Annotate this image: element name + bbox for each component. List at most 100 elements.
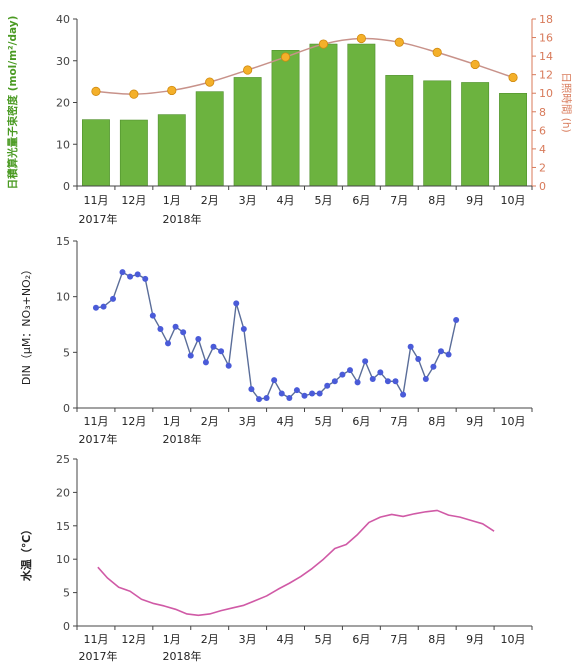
x-tick-label: 3月 bbox=[239, 633, 257, 646]
din-point-39 bbox=[392, 378, 399, 385]
left-axis-title: 日積算光量子束密度 (mol/m²/day) bbox=[6, 16, 19, 190]
x-tick-label: 9月 bbox=[466, 633, 484, 646]
left-tick-label: 10 bbox=[56, 553, 70, 566]
temp-axis-title: 水温（℃） bbox=[19, 524, 33, 581]
bar-4 bbox=[233, 77, 262, 187]
din-point-15 bbox=[210, 343, 217, 350]
x-tick-label: 2月 bbox=[201, 633, 219, 646]
left-tick-label: 30 bbox=[56, 55, 70, 68]
din-point-23 bbox=[271, 377, 278, 384]
right-tick-label: 2 bbox=[539, 161, 546, 174]
sunshine-point-4 bbox=[243, 65, 253, 75]
din-point-40 bbox=[400, 391, 407, 398]
din-point-5 bbox=[134, 271, 141, 278]
sunshine-point-5 bbox=[280, 52, 291, 62]
din-point-1 bbox=[100, 303, 107, 310]
din-point-11 bbox=[180, 329, 187, 336]
sunshine-point-0 bbox=[91, 86, 101, 96]
left-tick-label: 20 bbox=[56, 97, 70, 110]
x-tick-label: 12月 bbox=[121, 415, 146, 428]
bar-7 bbox=[347, 43, 376, 187]
din-point-44 bbox=[430, 363, 437, 370]
bar-11 bbox=[499, 93, 527, 187]
x-tick-label: 11月 bbox=[83, 633, 108, 646]
x-tick-label: 12月 bbox=[121, 194, 146, 207]
x-tick-label: 6月 bbox=[352, 633, 370, 646]
sunshine-point-1 bbox=[129, 89, 139, 99]
x-tick-label: 8月 bbox=[428, 194, 446, 207]
right-tick-label: 4 bbox=[539, 143, 546, 156]
sunshine-point-2 bbox=[167, 85, 177, 96]
year-label-2018: 2018年 bbox=[163, 649, 202, 663]
bar-10 bbox=[461, 82, 490, 187]
din-point-8 bbox=[157, 325, 164, 332]
x-tick-label: 10月 bbox=[501, 633, 526, 646]
din-point-31 bbox=[331, 378, 338, 385]
din-point-9 bbox=[165, 340, 171, 347]
din-point-10 bbox=[172, 323, 179, 330]
x-tick-label: 2月 bbox=[201, 194, 219, 207]
year-label-2017: 2017年 bbox=[79, 212, 118, 226]
bar-2 bbox=[157, 114, 186, 187]
x-tick-label: 8月 bbox=[428, 415, 446, 428]
left-tick-label: 40 bbox=[56, 13, 70, 26]
panel-din: 0 5 10 15 11月 12月 1月 2月 3月 4月 5月 6月 7月 8月 9月 10月 2017年 20… bbox=[20, 235, 533, 446]
x-tick-label: 7月 bbox=[390, 194, 408, 207]
x-tick-label: 2月 bbox=[201, 415, 219, 428]
din-point-47 bbox=[453, 317, 460, 324]
left-tick-label: 10 bbox=[56, 291, 70, 304]
sunshine-point-3 bbox=[205, 77, 215, 87]
left-tick-label: 5 bbox=[63, 587, 70, 600]
x-tick-label: 4月 bbox=[277, 194, 295, 207]
x-tick-label: 11月 bbox=[83, 194, 108, 207]
right-tick-label: 14 bbox=[539, 50, 553, 63]
x-tick-label: 8月 bbox=[428, 633, 446, 646]
din-point-24 bbox=[278, 390, 285, 397]
x-tick-label: 4月 bbox=[277, 415, 295, 428]
x-tick-label: 7月 bbox=[390, 415, 408, 428]
panel-water-temp: 0 5 10 15 20 25 11月 12月 1月 2月 3月 4月 5月 6月 7月 8月 9月 10月 201… bbox=[19, 453, 533, 663]
x-tick-label: 1月 bbox=[163, 194, 181, 207]
din-point-37 bbox=[377, 369, 384, 376]
din-point-33 bbox=[347, 367, 353, 374]
left-tick-label: 0 bbox=[63, 402, 70, 415]
din-point-0 bbox=[92, 304, 99, 311]
bar-0 bbox=[82, 119, 110, 187]
bar-6 bbox=[309, 43, 338, 187]
din-point-36 bbox=[369, 376, 376, 383]
x-tick-label: 3月 bbox=[239, 194, 257, 207]
right-tick-label: 10 bbox=[539, 87, 553, 100]
din-point-4 bbox=[127, 273, 134, 280]
year-label-2017: 2017年 bbox=[79, 649, 118, 663]
right-tick-label: 8 bbox=[539, 106, 546, 119]
din-point-32 bbox=[339, 371, 346, 378]
din-point-2 bbox=[110, 295, 117, 302]
din-axis-title: DIN（μM：NO₃+NO₂） bbox=[20, 264, 33, 385]
din-point-25 bbox=[286, 394, 293, 401]
din-point-42 bbox=[415, 356, 422, 363]
sunshine-point-6 bbox=[318, 39, 329, 49]
right-tick-label: 0 bbox=[539, 180, 546, 193]
din-point-27 bbox=[301, 392, 308, 399]
din-point-43 bbox=[422, 376, 429, 383]
bar-5 bbox=[271, 50, 300, 187]
din-point-12 bbox=[187, 352, 194, 359]
din-point-29 bbox=[316, 390, 323, 397]
year-label-2018: 2018年 bbox=[163, 432, 202, 446]
x-tick-label: 12月 bbox=[121, 633, 146, 646]
din-point-20 bbox=[248, 386, 255, 393]
din-point-26 bbox=[293, 387, 300, 394]
bar-1 bbox=[119, 119, 148, 187]
din-point-3 bbox=[119, 269, 126, 276]
bar-9 bbox=[423, 80, 452, 187]
right-tick-label: 12 bbox=[539, 69, 553, 82]
din-point-7 bbox=[149, 312, 156, 319]
din-point-28 bbox=[309, 390, 316, 397]
din-point-6 bbox=[142, 275, 149, 282]
x-tick-label: 9月 bbox=[466, 415, 484, 428]
right-axis-title: 日照時間 (h) bbox=[560, 72, 572, 132]
water-temp-line bbox=[97, 509, 495, 617]
din-point-46 bbox=[445, 351, 452, 358]
